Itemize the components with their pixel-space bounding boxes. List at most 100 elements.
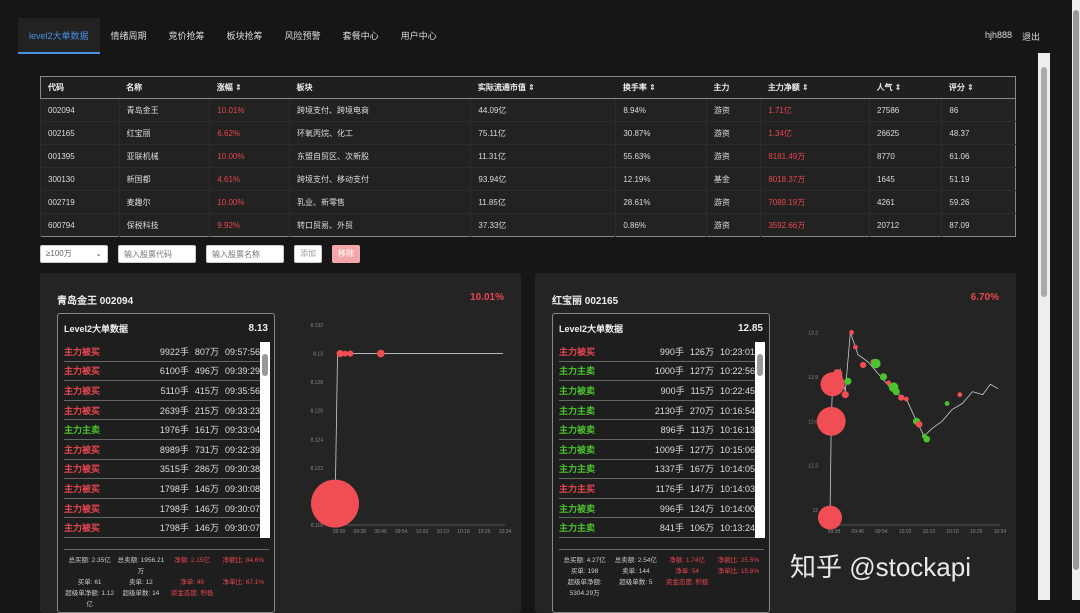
column-header[interactable]: 代码 [40,76,120,99]
table-row[interactable]: 002719 麦趣尔 10.00% 乳业、新零售 11.85亿 28.61% 游资 7089.… [40,190,1016,214]
list-item[interactable]: 主力被买 1798手 146万 09:30:08 [64,479,260,499]
y-tick-label: 12.9 [808,375,818,381]
list-item[interactable]: 主力被买 8989手 731万 09:32:39 [64,440,260,460]
list-item[interactable]: 主力被买 3515手 286万 09:30:38 [64,460,260,480]
list-item[interactable]: 主力被买 1798手 146万 09:30:07 [64,499,260,519]
order-stats: 总买额: 4.27亿 总卖额: 2.54亿 净额: 1.74亿 净额比: 25.5% 买… [559,549,764,599]
x-tick-label: 09:54 [395,529,408,535]
table-cell: 跨境支付、移动支付 [289,167,471,191]
order-volume: 2639手 [159,405,189,416]
y-tick-label: 8.126 [310,409,323,415]
list-item[interactable]: 主力主卖 841手 106万 10:13:24 [559,518,755,538]
order-values: 5110手 415万 09:35:56 [150,384,260,397]
table-row[interactable]: 001395 亚联机械 10.00% 东盟自贸区、次新股 11.31亿 55.63% 游资 8… [40,144,1016,168]
list-item[interactable]: 主力被买 1798手 146万 09:30:07 [64,518,260,538]
x-tick-label: 10:02 [416,529,429,535]
list-item[interactable]: 主力主卖 1000手 127万 10:22:56 [559,362,755,382]
tab-4[interactable]: 风险预警 [284,31,321,41]
list-item[interactable]: 主力被买 5110手 415万 09:35:56 [64,381,260,401]
list-item[interactable]: 主力被卖 900手 115万 10:22:45 [559,381,755,401]
logout-link[interactable]: 退出 [1021,32,1040,42]
order-values: 1798手 146万 09:30:08 [150,482,260,495]
x-tick-label: 10:34 [499,529,512,535]
stat-item: 买单: 61 [77,579,102,586]
list-item[interactable]: 主力主卖 1337手 167万 10:14:05 [559,460,755,480]
amount-select-value: ≥100万 [46,249,72,258]
order-volume: 8989手 [159,444,189,455]
remove-button[interactable]: 移除 [332,245,360,263]
order-values: 996手 124万 10:14:00 [645,502,755,515]
stat-item: 总买额: 4.27亿 [563,557,606,564]
order-list-scrollbar[interactable] [755,342,765,538]
list-item[interactable]: 主力主买 1176手 147万 10:14:03 [559,479,755,499]
stock-table: 代码 名称 涨幅 ⇕ 板块 实际流通市值 ⇕ 换手率 ⇕ 主力 主力净额 ⇕ 人气 ⇕ 评分 ⇕ 0… [40,76,1016,237]
content-scrollbar[interactable] [1038,53,1050,600]
order-amount: 126万 [689,346,714,357]
table-cell: 1.71亿 [760,98,870,122]
add-button[interactable]: 添加 [294,245,322,263]
list-item[interactable]: 主力被卖 1009手 127万 10:15:06 [559,440,755,460]
column-header[interactable]: 名称 [119,76,210,99]
column-header[interactable]: 涨幅 ⇕ [209,76,290,99]
order-volume: 3515手 [159,464,189,475]
table-cell: 59.26 [941,190,1016,214]
table-row[interactable]: 300130 新国都 4.61% 跨境支付、移动支付 93.94亿 12.19% 基金 801… [40,167,1016,191]
order-list-scrollbar[interactable] [260,342,270,538]
tab-1[interactable]: 情绪周期 [110,31,147,41]
order-values: 2130手 270万 10:16:54 [645,404,755,417]
column-header[interactable]: 板块 [289,76,471,99]
y-tick-label: 8.124 [310,437,323,443]
table-row[interactable]: 002094 青岛金王 10.01% 跨境支付、跨境电商 44.09亿 8.94% 游资 1.… [40,98,1016,122]
column-header[interactable]: 主力 [706,76,761,99]
column-header[interactable]: 评分 ⇕ [941,76,1016,99]
y-tick-label: 12.6 [808,419,818,425]
tab-3[interactable]: 板块抢筹 [226,31,263,41]
tab-2[interactable]: 竞价抢筹 [168,31,205,41]
column-header[interactable]: 人气 ⇕ [869,76,942,99]
order-time: 10:22:56 [719,366,755,377]
order-values: 1176手 147万 10:14:03 [645,482,755,495]
order-time: 09:30:07 [224,523,260,534]
tab-0[interactable]: level2大单数据 [18,18,100,54]
table-cell: 4.61% [209,167,290,191]
list-item[interactable]: 主力主卖 1976手 161万 09:33:04 [64,420,260,440]
tab-6[interactable]: 用户中心 [400,31,437,41]
stock-code-input[interactable] [118,245,196,263]
tab-5[interactable]: 套餐中心 [342,31,379,41]
table-cell: 麦趣尔 [118,190,210,214]
stock-name-input[interactable] [206,245,284,263]
buy-order-point [841,391,849,399]
stock-card: 青岛金王 002094 10.01% Level2大单数据 8.13 主力被买 9922手… [40,273,521,613]
buy-order-point [336,349,344,358]
table-cell: 27586 [868,98,942,122]
order-type: 主力被卖 [559,444,596,455]
order-type: 主力主卖 [559,366,596,377]
table-row[interactable]: 002165 红宝丽 6.62% 环氧丙烷、化工 75.11亿 30.87% 游资 1.34亿… [40,121,1016,145]
order-values: 3515手 286万 09:30:38 [150,462,260,475]
y-tick-label: 8.128 [310,380,323,386]
username[interactable]: hjh888 [984,30,1012,40]
sell-order-point [844,377,852,385]
list-item[interactable]: 主力主卖 2130手 270万 10:16:54 [559,401,755,421]
column-header[interactable]: 主力净额 ⇕ [760,76,870,99]
list-item[interactable]: 主力被买 2639手 215万 09:33:23 [64,401,260,421]
list-item[interactable]: 主力被买 9922手 807万 09:57:56 [64,342,260,362]
column-header[interactable]: 实际流通市值 ⇕ [470,76,616,99]
card-change: 6.70% [970,292,999,303]
column-header[interactable]: 换手率 ⇕ [615,76,707,99]
page-scrollbar[interactable] [1072,0,1080,600]
order-time: 10:13:24 [719,523,755,534]
table-cell: 93.94亿 [470,167,616,191]
x-tick-label: 09:46 [374,529,387,535]
table-row[interactable]: 600794 保税科技 9.92% 转口贸易、外贸 37.33亿 0.86% 游资 3592.… [40,213,1016,237]
order-time: 10:14:00 [719,503,755,514]
list-item[interactable]: 主力被买 990手 126万 10:23:01 [559,342,755,362]
list-item[interactable]: 主力被卖 996手 124万 10:14:00 [559,499,755,519]
list-item[interactable]: 主力被卖 896手 113万 10:16:13 [559,420,755,440]
x-tick-label: 10:18 [457,529,470,535]
table-cell: 游资 [705,213,761,237]
list-item[interactable]: 主力被买 6100手 496万 09:39:29 [64,362,260,382]
level2-panel: Level2大单数据 8.13 主力被买 9922手 807万 09:57:56 主力被买 6… [57,313,275,613]
chart-container: 13.2 12.9 12.6 12.3 12 09:38 09:46 09:54 10:02 10… [800,313,1010,543]
amount-select[interactable]: ≥100万 ⌄ [40,245,108,263]
